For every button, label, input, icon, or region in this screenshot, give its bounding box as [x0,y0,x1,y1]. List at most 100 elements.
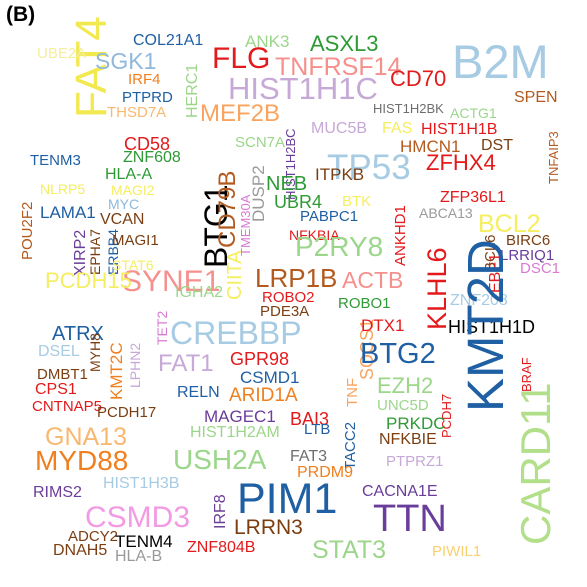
gene-word-itpkb: ITPKB [315,165,365,184]
gene-word-bai3: BAI3 [290,409,330,429]
gene-word-lrrn3: LRRN3 [234,516,303,539]
gene-word-b2m: B2M [452,35,549,88]
gene-word-dsc1: DSC1 [520,260,561,277]
gene-word-tenm3: TENM3 [30,152,81,169]
gene-word-asxl3: ASXL3 [310,31,379,56]
gene-word-tenm4: TENM4 [115,532,173,551]
gene-word-hist1h1b: HIST1H1B [421,121,498,138]
gene-word-p2ry8: P2RY8 [295,231,384,262]
gene-word-fat1: FAT1 [158,350,214,377]
gene-word-cd58: CD58 [124,134,171,154]
gene-word-myh8: MYH8 [87,333,103,372]
gene-word-nfkbia: NFKBIA [289,227,340,243]
gene-word-ttn: TTN [373,498,447,540]
gene-word-tp53: TP53 [327,148,411,187]
gene-word-birc6: BIRC6 [506,232,551,249]
gene-word-scn7a: SCN7A [235,134,286,151]
gene-word-cntnap5: CNTNAP5 [32,398,103,415]
gene-word-sgk1: SGK1 [95,48,157,74]
gene-word-muc5b: MUC5B [311,120,368,137]
gene-word-actg1: ACTG1 [450,105,497,121]
gene-word-magi2: MAGI2 [111,182,155,198]
gene-word-pim1: PIM1 [237,475,338,523]
gene-word-pde3a: PDE3A [260,303,310,320]
gene-word-tet2: TET2 [154,310,170,345]
gene-word-gpr98: GPR98 [230,349,290,369]
gene-word-pou2f2: POU2F2 [19,201,36,260]
gene-word-stat6: STAT6 [112,257,154,273]
gene-word-lrp1b: LRP1B [255,263,338,293]
gene-word-herc1: HERC1 [184,63,201,118]
gene-word-vcan: VCAN [100,211,145,228]
gene-word-ubr4: UBR4 [274,192,323,212]
gene-word-spen: SPEN [514,89,558,106]
gene-word-fas: FAS [382,120,413,137]
gene-word-atrx: ATRX [52,323,104,345]
gene-word-dst: DST [481,137,513,154]
gene-word-ptprd: PTPRD [122,89,173,106]
gene-word-hist1h2am: HIST1H2AM [190,424,280,441]
gene-word-hist1h2bk: HIST1H2BK [373,101,444,116]
gene-word-ezh2: EZH2 [377,373,434,398]
gene-word-tnfrsf14: TNFRSF14 [275,53,402,81]
gene-word-znf804b: ZNF804B [187,539,256,556]
gene-word-abca13: ABCA13 [419,205,473,221]
gene-word-dsel: DSEL [38,343,80,360]
gene-word-nfkbie: NFKBIE [379,431,437,448]
gene-word-ush2a: USH2A [173,444,267,475]
gene-word-neb: NEB [266,173,308,195]
gene-word-mef2b: MEF2B [200,100,281,127]
gene-word-myc: MYC [108,196,140,212]
gene-word-prkdc: PRKDC [386,414,446,433]
gene-word-znf608: ZNF608 [123,149,181,166]
gene-word-magec1: MAGEC1 [204,407,276,426]
gene-word-card11: CARD11 [512,382,559,545]
gene-word-tmem30a: TMEM30A [238,194,253,256]
gene-word-ltb: LTB [304,421,331,438]
gene-word-reln: RELN [177,384,220,401]
gene-word-irf8: IRF8 [212,494,229,529]
gene-word-cps1: CPS1 [35,381,77,398]
gene-word-hmcn1: HMCN1 [400,137,461,156]
gene-word-lphn2: LPHN2 [127,342,143,388]
gene-word-hist1h1d: HIST1H1D [448,317,536,337]
gene-word-kmt2c: KMT2C [107,342,126,400]
gene-word-ank3: ANK3 [245,32,290,51]
gene-word-dtx1: DTX1 [361,316,405,335]
gene-word-ube2a: UBE2A [37,45,87,62]
gene-word-igha2: IGHA2 [175,284,224,301]
gene-word-irf4: IRF4 [128,71,161,88]
gene-word-adcy2: ADCY2 [68,528,119,545]
gene-word-pcdh15: PCDH15 [45,268,132,293]
gene-word-znf208: ZNF208 [450,292,508,309]
gene-word-cd70: CD70 [390,66,447,91]
gene-word-fat3: FAT3 [290,448,328,465]
gene-word-unc5d: UNC5D [377,397,429,414]
gene-word-zfhx4: ZFHX4 [426,150,496,175]
gene-word-rims2: RIMS2 [33,484,82,501]
gene-word-tnf: TNF [344,377,361,407]
gene-word-crebbp: CREBBP [170,315,302,351]
gene-word-actb: ACTB [342,267,404,293]
gene-word-piwil1: PIWIL1 [432,543,482,560]
gene-word-csmd3: CSMD3 [85,501,191,534]
gene-word-robo2: ROBO2 [262,289,315,306]
gene-word-lama1: LAMA1 [40,203,96,222]
gene-word-myd88: MYD88 [35,445,129,476]
gene-word-zfp36l1: ZFP36L1 [440,189,506,206]
gene-word-bcl2: BCL2 [478,210,541,238]
gene-word-hla-a: HLA-A [105,166,153,183]
gene-word-ciita: CIITA [224,250,246,300]
gene-word-klhl6: KLHL6 [422,247,452,330]
gene-word-tacc2: TACC2 [342,421,359,470]
gene-word-kmt2d: KMT2D [457,239,514,412]
gene-word-braf: BRAF [519,357,534,392]
gene-word-robo1: ROBO1 [338,295,391,312]
gene-word-pcdh17: PCDH17 [97,404,157,421]
gene-word-dmbt1: DMBT1 [37,366,88,383]
gene-word-tnfaip3: TNFAIP3 [546,131,561,184]
gene-word-stat3: STAT3 [312,536,387,564]
gene-word-pabpc1: PABPC1 [300,208,359,225]
gene-word-thsd7a: THSD7A [107,104,167,121]
